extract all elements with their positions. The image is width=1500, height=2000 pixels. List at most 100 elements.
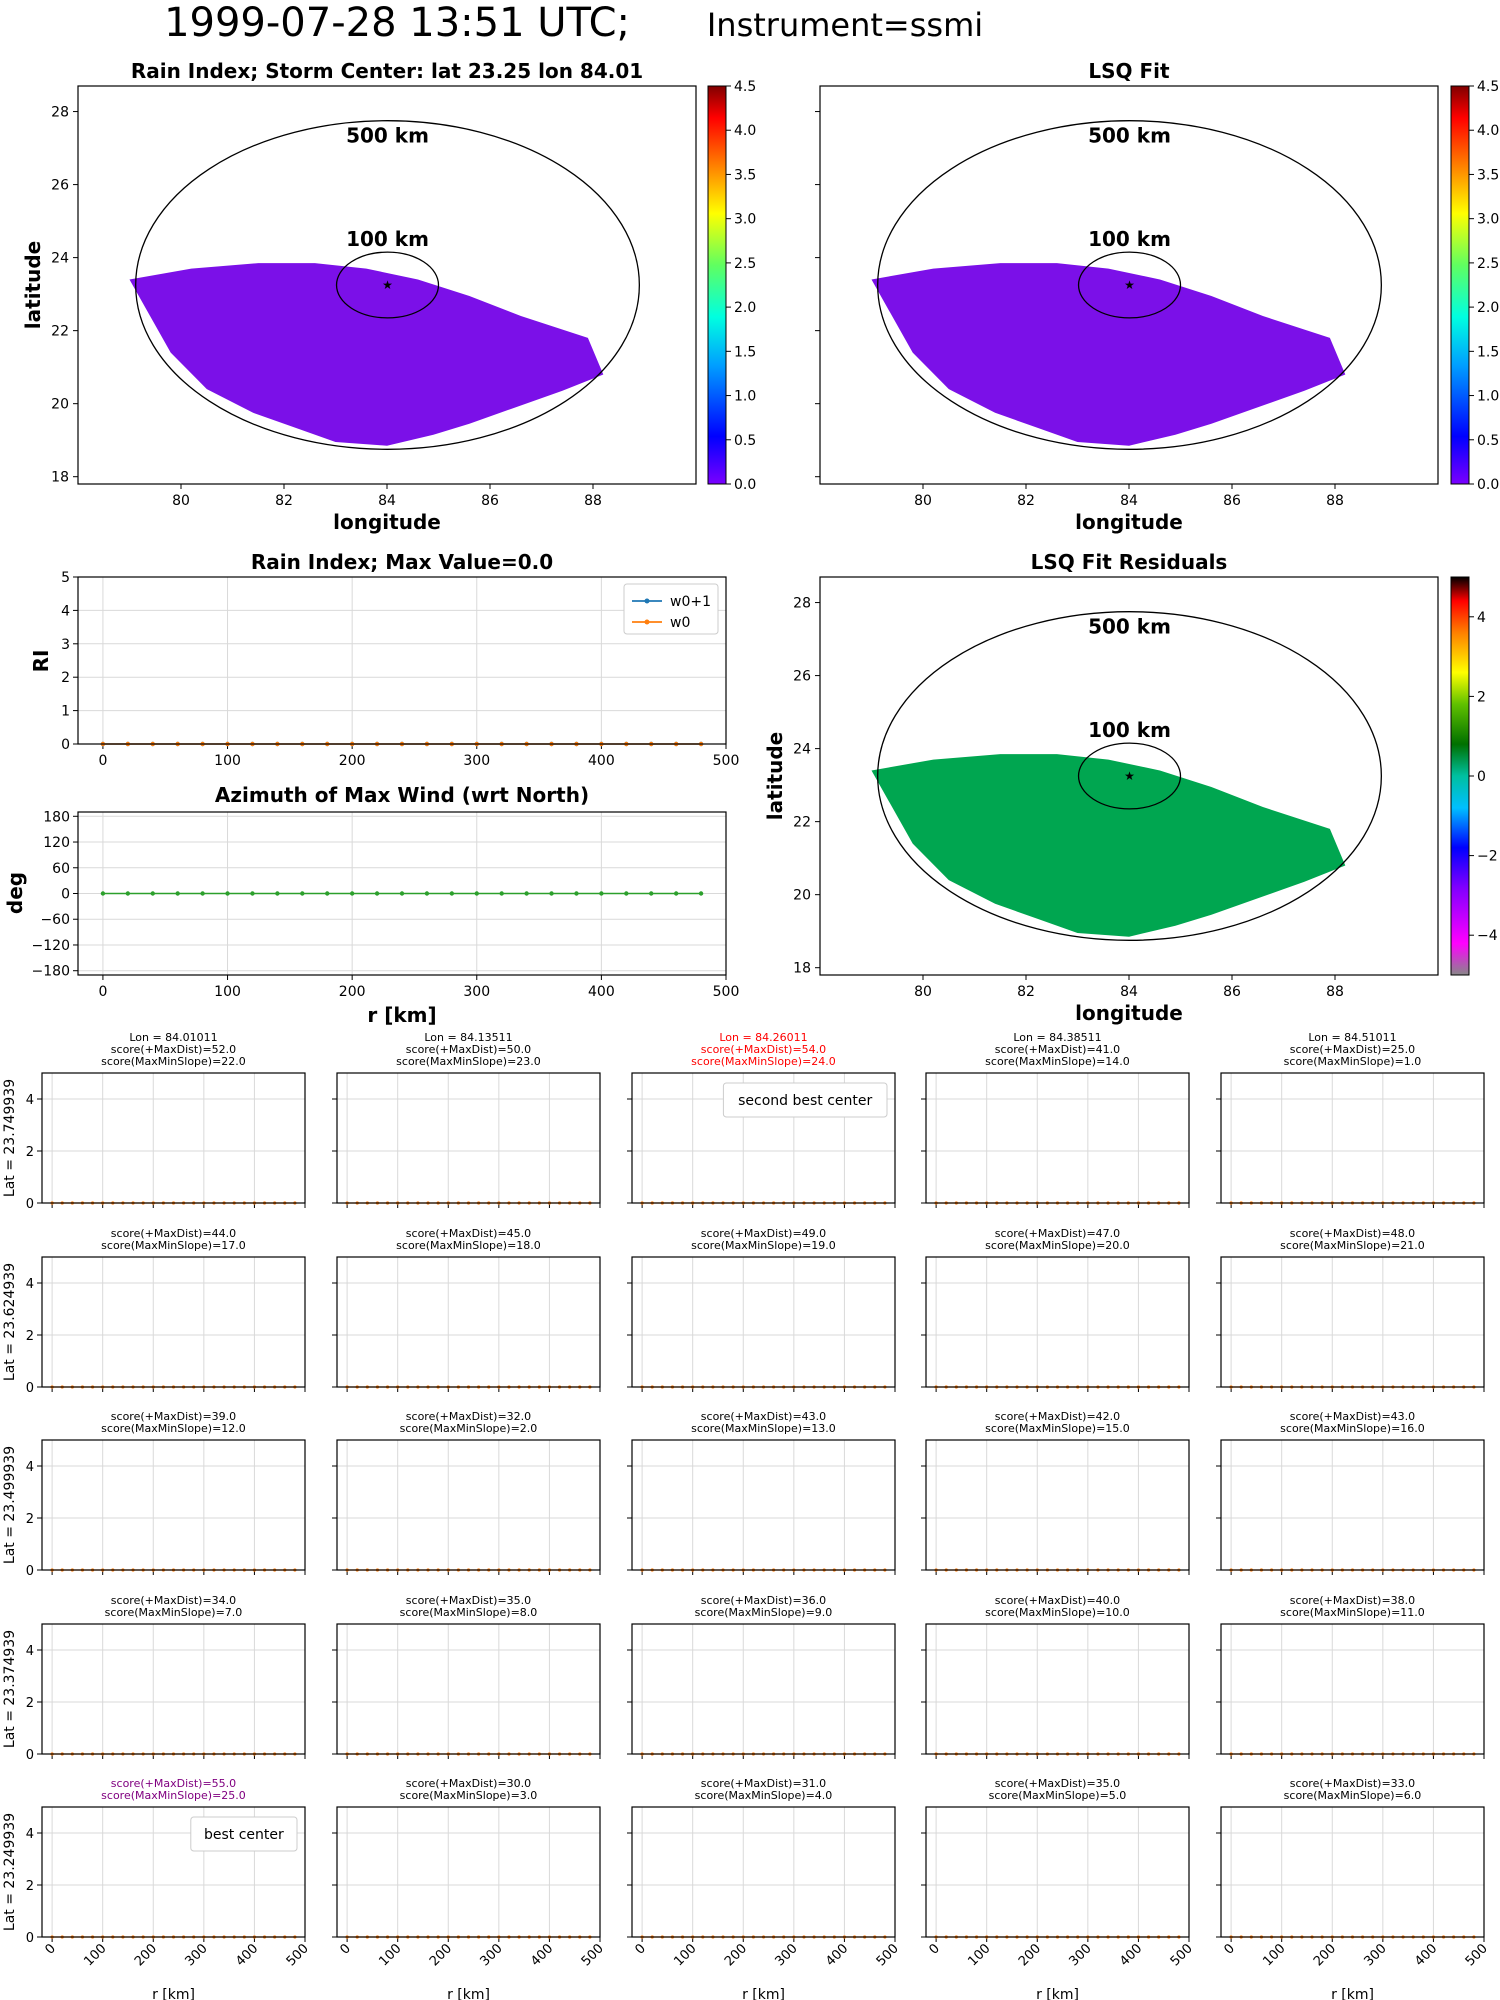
residual-map-colorbar-label: 4: [1477, 610, 1486, 626]
cell-annotation-box: [722, 1082, 888, 1118]
cell-lon-label: Lon = 84.13511: [424, 1031, 512, 1044]
frame: [925, 1256, 1190, 1388]
xtick-label: 200: [1016, 1941, 1044, 1969]
rain-map-colorbar-label: 3.5: [734, 167, 756, 183]
frame: [631, 1806, 896, 1938]
legend-marker-w0+1: [644, 598, 650, 604]
series-point: [200, 891, 205, 896]
xtick-label: 100: [376, 1941, 404, 1969]
lsq-map-colorbar-label: 0.5: [1477, 433, 1499, 449]
cell-annotation-label: second best center: [738, 1093, 872, 1109]
lsq-map-title: LSQ Fit: [1088, 59, 1170, 83]
lsq-map-xtick-label: 80: [914, 493, 932, 509]
ytick-label: 4: [26, 1460, 34, 1475]
center-cell-r3c2-panel: score(+MaxDist)=36.0score(MaxMinSlope)=9…: [627, 1594, 896, 1759]
rain-map-ytick-label: 18: [51, 470, 69, 486]
rain-map-plot-area: ★ 500 km 100 km: [129, 120, 641, 450]
series-point: [574, 891, 579, 896]
ytick-label: 5: [61, 570, 70, 586]
series-point: [275, 891, 280, 896]
rain-map-ring-label-500: 500 km: [346, 124, 429, 148]
rain-map-colorbar-label: 4.5: [734, 79, 756, 95]
cell-score-maxminslope: score(MaxMinSlope)=9.0: [695, 1606, 833, 1619]
frame: [41, 1072, 306, 1204]
series-point: [499, 891, 504, 896]
xtick-label: 200: [1311, 1941, 1339, 1969]
xtick-label: 100: [1260, 1941, 1288, 1969]
center-cell-r1c3-panel: score(+MaxDist)=47.0score(MaxMinSlope)=2…: [921, 1227, 1190, 1392]
cell-score-maxminslope: score(MaxMinSlope)=5.0: [989, 1789, 1127, 1802]
residual-map-ytick-label: 24: [793, 742, 811, 758]
lsq-map-colorbar-label: 3.0: [1477, 212, 1499, 228]
ri-ylabel: RI: [29, 650, 53, 673]
frame: [925, 1623, 1190, 1755]
cell-score-maxdist: score(+MaxDist)=38.0: [1290, 1594, 1415, 1607]
cell-annotation-label: best center: [204, 1827, 284, 1843]
ytick-label: 0: [26, 1748, 34, 1763]
residual-map-panel: ★ 500 km 100 km LSQ Fit Residuals 80 82 84 86 88…: [763, 550, 1498, 1025]
residual-map-title: LSQ Fit Residuals: [1031, 550, 1228, 574]
ytick-label: 2: [26, 1879, 34, 1894]
xtick-label: 500: [579, 1941, 607, 1969]
lsq-map-colorbar: [1450, 85, 1470, 485]
rain-map-colorbar-label: 1.0: [734, 389, 756, 405]
lsq-map-ring-500: [877, 120, 1383, 450]
series-point: [250, 891, 255, 896]
ytick-label: 4: [61, 603, 70, 619]
ytick-label: 0: [61, 737, 70, 753]
frame: [1220, 1439, 1485, 1571]
cell-score-maxdist: score(+MaxDist)=39.0: [111, 1410, 236, 1423]
xtick-label: 200: [339, 753, 366, 769]
xtick-label: 200: [132, 1941, 160, 1969]
cell-score-maxminslope: score(MaxMinSlope)=12.0: [101, 1422, 246, 1435]
rain-map-ytick-label: 28: [51, 105, 69, 121]
xtick-label: 300: [1362, 1941, 1390, 1969]
cell-xlabel: r [km]: [447, 1987, 490, 2000]
center-cell-r0c2-panel: Lon = 84.26011score(+MaxDist)=54.0score(…: [627, 1031, 896, 1208]
series-point: [374, 891, 380, 896]
cell-score-maxminslope: score(MaxMinSlope)=3.0: [400, 1789, 538, 1802]
residual-map-colorbar-label: −4: [1477, 928, 1498, 944]
cell-score-maxdist: score(+MaxDist)=31.0: [701, 1777, 826, 1790]
series-point: [524, 891, 529, 896]
xtick-label: 200: [427, 1941, 455, 1969]
center-cell-r3c3-panel: score(+MaxDist)=40.0score(MaxMinSlope)=1…: [921, 1594, 1190, 1759]
frame: [41, 1806, 306, 1938]
center-cell-r1c1-panel: score(+MaxDist)=45.0score(MaxMinSlope)=1…: [332, 1227, 601, 1392]
rain-map-ring-label-100: 100 km: [346, 227, 429, 251]
xtick-label: 500: [713, 753, 740, 769]
xtick-label: 300: [478, 1941, 506, 1969]
xtick-label: 400: [1412, 1941, 1440, 1969]
rain-map-ytick-label: 26: [51, 178, 69, 194]
cell-score-maxminslope: score(MaxMinSlope)=11.0: [1280, 1606, 1425, 1619]
azimuth-title: Azimuth of Max Wind (wrt North): [215, 783, 589, 807]
rain-map-xtick-label: 88: [584, 493, 602, 509]
lsq-map-ring-label-100: 100 km: [1088, 227, 1171, 251]
cell-lat-label: Lat = 23.374939: [2, 1630, 18, 1748]
ytick-label: 4: [26, 1277, 34, 1292]
residual-map-colorbar-label: 2: [1477, 689, 1486, 705]
cell-xlabel: r [km]: [1036, 1987, 1079, 2000]
lsq-map-colorbar-label: 0.0: [1477, 477, 1499, 493]
azimuth-profile-panel: 0 100 200 300 400 500 180 120 60 0 −60 −120 −180 Azim…: [3, 783, 739, 1027]
series-point: [300, 891, 305, 896]
center-cell-r1c2-panel: score(+MaxDist)=49.0score(MaxMinSlope)=1…: [627, 1227, 896, 1392]
frame: [336, 1806, 601, 1938]
cell-lon-label: Lon = 84.38511: [1013, 1031, 1101, 1044]
ytick-label: 120: [43, 835, 70, 851]
ytick-label: 2: [26, 1145, 34, 1160]
cell-score-maxdist: score(+MaxDist)=32.0: [406, 1410, 531, 1423]
cell-score-maxminslope: score(MaxMinSlope)=24.0: [691, 1055, 836, 1068]
frame: [1220, 1806, 1485, 1938]
series-point: [125, 891, 131, 896]
series-point: [474, 891, 479, 896]
ri-legend: w0+1 w0: [623, 583, 719, 635]
residual-map-colorbar: [1450, 576, 1470, 976]
cell-score-maxdist: score(+MaxDist)=42.0: [995, 1410, 1120, 1423]
residual-map-center-marker: ★: [1124, 769, 1135, 783]
azimuth-xlabel: r [km]: [367, 1003, 436, 1027]
ytick-label: −60: [40, 912, 70, 928]
ytick-label: 0: [26, 1564, 34, 1579]
lsq-map-colorbar-label: 3.5: [1477, 167, 1499, 183]
